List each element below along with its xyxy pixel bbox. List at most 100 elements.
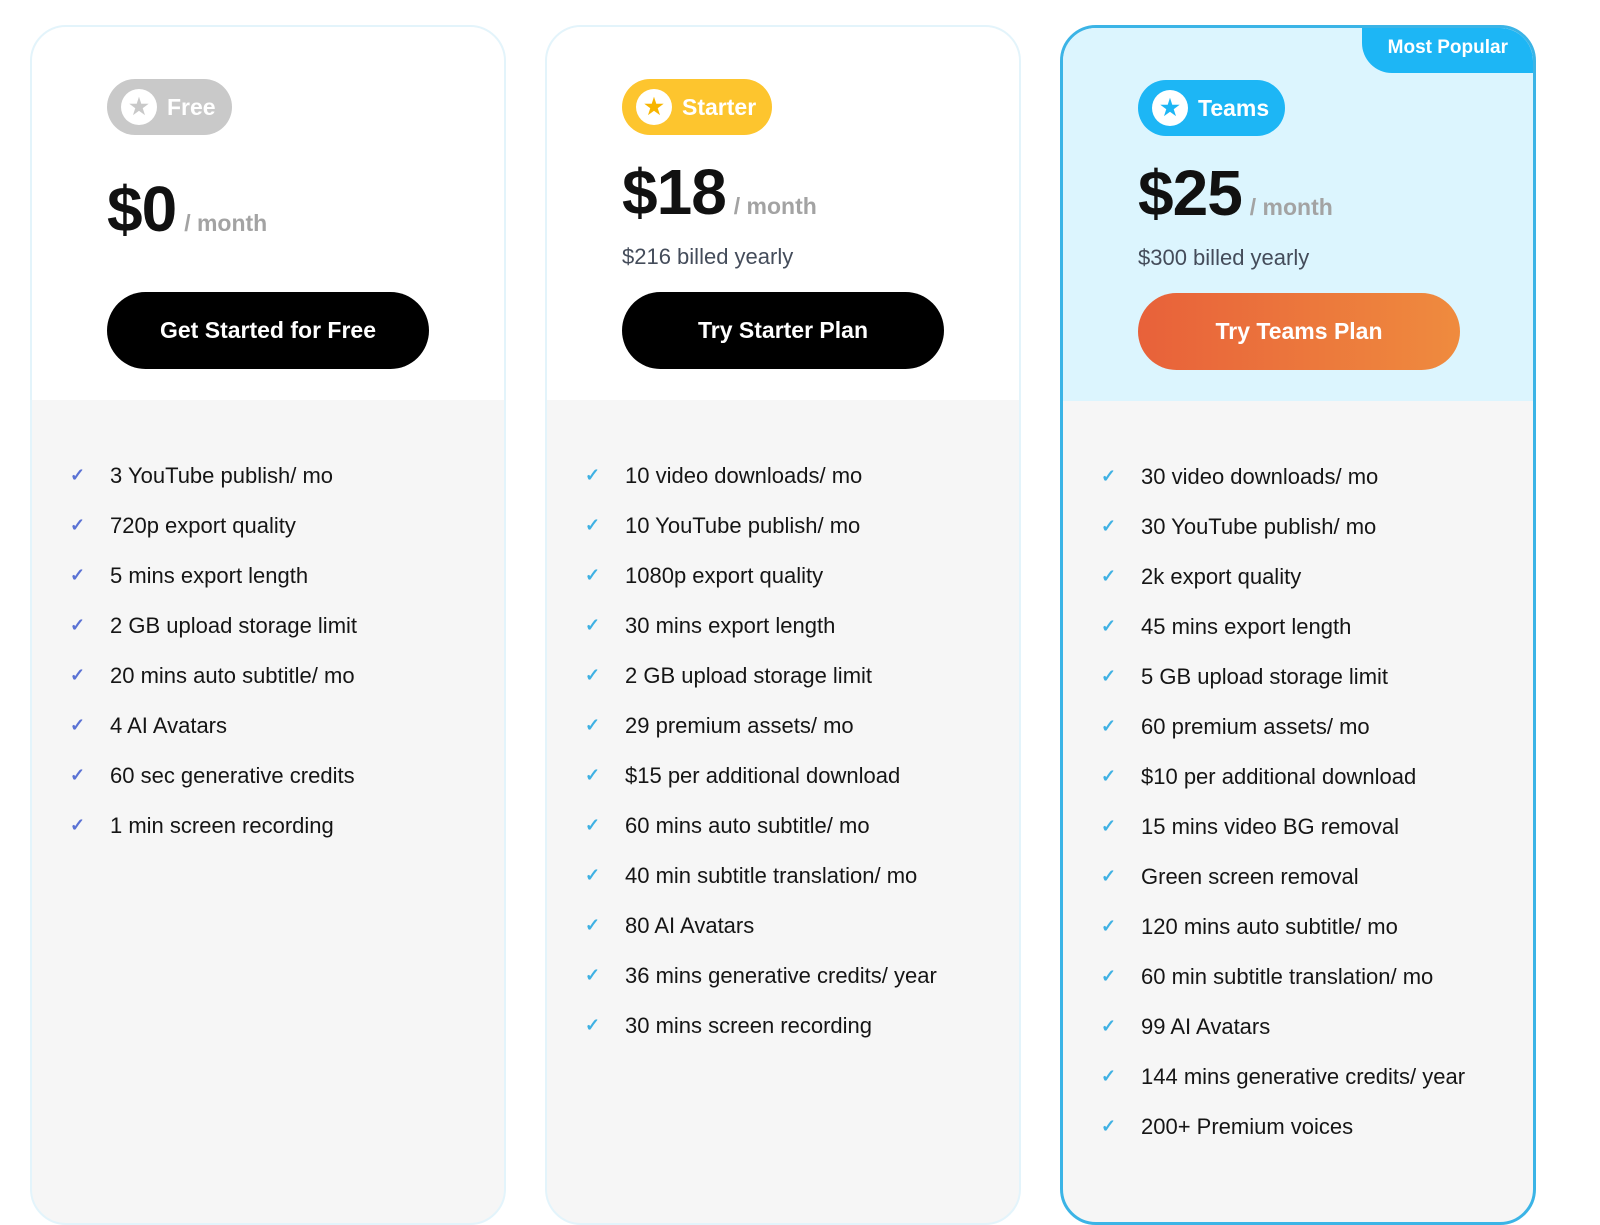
check-icon: ✓ — [70, 515, 86, 535]
feature-item: ✓ 2k export quality — [1101, 561, 1493, 592]
feature-item: ✓ 10 video downloads/ mo — [585, 460, 979, 491]
check-icon: ✓ — [1101, 916, 1117, 936]
feature-text: 5 mins export length — [110, 563, 309, 588]
check-icon: ✓ — [1101, 566, 1117, 586]
check-icon: ✓ — [70, 815, 86, 835]
check-icon: ✓ — [1101, 516, 1117, 536]
check-icon: ✓ — [1101, 666, 1117, 686]
check-icon: ✓ — [1101, 716, 1117, 736]
star-icon: ★ — [1152, 90, 1188, 126]
feature-list: ✓ 3 YouTube publish/ mo ✓ 720p export quali… — [32, 400, 504, 841]
feature-item: ✓ 4 AI Avatars — [70, 710, 464, 741]
feature-text: 80 AI Avatars — [625, 913, 755, 938]
check-icon: ✓ — [585, 715, 601, 735]
try-starter-button[interactable]: Try Starter Plan — [622, 292, 944, 369]
feature-item: ✓ 60 premium assets/ mo — [1101, 711, 1493, 742]
check-icon: ✓ — [1101, 766, 1117, 786]
plan-card-starter: ★ Starter $18 / month $216 billed yearly… — [545, 25, 1021, 1225]
plan-name: Teams — [1198, 94, 1270, 121]
feature-text: 720p export quality — [110, 513, 296, 538]
feature-item: ✓ Green screen removal — [1101, 861, 1493, 892]
check-icon: ✓ — [1101, 616, 1117, 636]
try-free-button[interactable]: Get Started for Free — [107, 292, 429, 369]
feature-text: 10 video downloads/ mo — [625, 463, 863, 488]
feature-text: 1 min screen recording — [110, 813, 334, 838]
price-period: / month — [1249, 194, 1333, 220]
feature-item: ✓ 120 mins auto subtitle/ mo — [1101, 911, 1493, 942]
feature-item: ✓ 10 YouTube publish/ mo — [585, 510, 979, 541]
price-period: / month — [733, 193, 817, 219]
feature-text: 2k export quality — [1141, 564, 1302, 589]
check-icon: ✓ — [70, 765, 86, 785]
feature-item: ✓ 720p export quality — [70, 510, 464, 541]
feature-text: 99 AI Avatars — [1141, 1014, 1271, 1039]
feature-text: 5 GB upload storage limit — [1141, 664, 1389, 689]
feature-item: ✓ 80 AI Avatars — [585, 910, 979, 941]
price-amount: $0 — [107, 173, 177, 245]
check-icon: ✓ — [1101, 466, 1117, 486]
check-icon: ✓ — [585, 765, 601, 785]
feature-item: ✓ $15 per additional download — [585, 760, 979, 791]
plan-badge: ★ Free — [107, 79, 232, 135]
check-icon: ✓ — [585, 915, 601, 935]
feature-item: ✓ 2 GB upload storage limit — [70, 610, 464, 641]
feature-item: ✓ 20 mins auto subtitle/ mo — [70, 660, 464, 691]
plan-header: ★ Free $0 / month Get Started for Free — [32, 27, 504, 400]
try-teams-button[interactable]: Try Teams Plan — [1138, 293, 1460, 370]
price-amount: $18 — [622, 156, 727, 228]
feature-text: 200+ Premium voices — [1141, 1114, 1354, 1139]
check-icon: ✓ — [585, 465, 601, 485]
most-popular-tag: Most Popular — [1361, 28, 1533, 73]
check-icon: ✓ — [585, 615, 601, 635]
feature-item: ✓ 60 sec generative credits — [70, 760, 464, 791]
check-icon: ✓ — [70, 715, 86, 735]
feature-text: 144 mins generative credits/ year — [1141, 1064, 1466, 1089]
check-icon: ✓ — [70, 565, 86, 585]
feature-text: $10 per additional download — [1141, 764, 1417, 789]
feature-item: ✓ 60 min subtitle translation/ mo — [1101, 961, 1493, 992]
feature-text: 20 mins auto subtitle/ mo — [110, 663, 355, 688]
feature-text: 30 YouTube publish/ mo — [1141, 514, 1377, 539]
feature-item: ✓ 30 video downloads/ mo — [1101, 461, 1493, 492]
plan-name: Free — [167, 93, 216, 120]
plan-badge: ★ Starter — [622, 79, 773, 135]
feature-text: 45 mins export length — [1141, 614, 1352, 639]
feature-text: 30 mins screen recording — [625, 1013, 873, 1038]
feature-text: 2 GB upload storage limit — [110, 613, 358, 638]
star-icon: ★ — [636, 89, 672, 125]
feature-text: 60 mins auto subtitle/ mo — [625, 813, 870, 838]
check-icon: ✓ — [70, 465, 86, 485]
feature-item: ✓ 144 mins generative credits/ year — [1101, 1061, 1493, 1092]
feature-item: ✓ 36 mins generative credits/ year — [585, 960, 979, 991]
check-icon: ✓ — [1101, 1066, 1117, 1086]
feature-item: ✓ 60 mins auto subtitle/ mo — [585, 810, 979, 841]
check-icon: ✓ — [1101, 816, 1117, 836]
plan-price: $18 / month — [622, 155, 817, 229]
feature-item: ✓ 5 mins export length — [70, 560, 464, 591]
feature-item: ✓ 15 mins video BG removal — [1101, 811, 1493, 842]
feature-item: ✓ 3 YouTube publish/ mo — [70, 460, 464, 491]
feature-text: $15 per additional download — [625, 763, 901, 788]
feature-item: ✓ 1080p export quality — [585, 560, 979, 591]
check-icon: ✓ — [1101, 966, 1117, 986]
feature-text: 4 AI Avatars — [110, 713, 228, 738]
plan-price: $0 / month — [107, 172, 267, 246]
check-icon: ✓ — [1101, 1116, 1117, 1136]
feature-item: ✓ 30 mins screen recording — [585, 1010, 979, 1041]
plan-name: Starter — [682, 93, 757, 120]
feature-text: 15 mins video BG removal — [1141, 814, 1399, 839]
plan-header: ★ Starter $18 / month $216 billed yearly… — [547, 27, 1019, 400]
star-icon: ★ — [121, 89, 157, 125]
feature-text: 36 mins generative credits/ year — [625, 963, 937, 988]
plan-card-free: ★ Free $0 / month Get Started for Free ✓… — [30, 25, 506, 1225]
feature-text: Green screen removal — [1141, 864, 1359, 889]
feature-item: ✓ 29 premium assets/ mo — [585, 710, 979, 741]
feature-item: ✓ $10 per additional download — [1101, 761, 1493, 792]
feature-text: 60 sec generative credits — [110, 763, 355, 788]
feature-list: ✓ 30 video downloads/ mo ✓ 30 YouTube publi… — [1063, 401, 1533, 1142]
plan-price: $25 / month — [1138, 156, 1333, 230]
feature-text: 120 mins auto subtitle/ mo — [1141, 914, 1398, 939]
check-icon: ✓ — [70, 665, 86, 685]
feature-text: 40 min subtitle translation/ mo — [625, 863, 918, 888]
plan-header: Most Popular ★ Teams $25 / month $300 bi… — [1063, 28, 1533, 401]
